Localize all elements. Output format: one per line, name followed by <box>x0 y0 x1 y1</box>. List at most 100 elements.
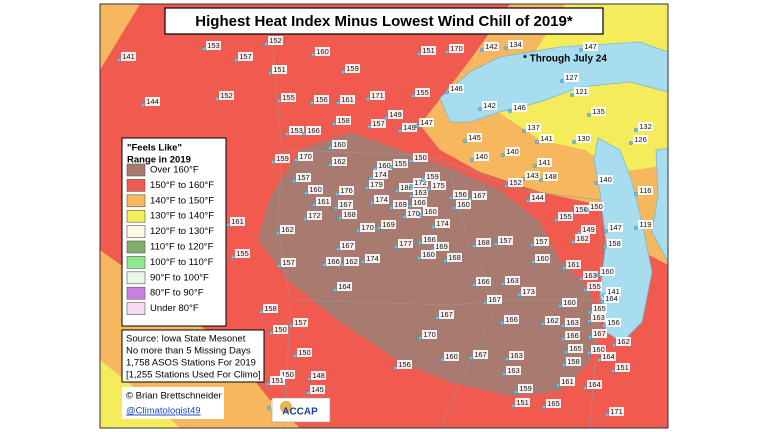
station-value: 168 <box>448 253 461 262</box>
station-label-bg <box>297 348 312 357</box>
station-label-bg <box>508 40 523 49</box>
station-value: 157 <box>535 237 548 246</box>
station-value: 151 <box>516 398 529 407</box>
station-dot <box>340 263 345 268</box>
legend-label: 130°F to 140°F <box>150 211 214 222</box>
station-dot <box>225 222 230 227</box>
station-value: 147 <box>609 223 622 232</box>
station-dot <box>505 357 510 362</box>
station-value: 166 <box>413 198 426 207</box>
legend-title: "Feels Like" <box>127 143 182 154</box>
station-value: 156 <box>607 318 620 327</box>
station-label-bg <box>444 352 459 361</box>
title-box <box>164 7 604 35</box>
station-value: 162 <box>345 257 358 266</box>
station-dot <box>409 183 414 188</box>
station-label-bg <box>476 277 491 286</box>
station-dot <box>602 324 607 329</box>
station-dot <box>421 177 426 182</box>
station-label-bg <box>344 257 359 266</box>
station-label-bg <box>467 133 482 142</box>
station-value: 163 <box>507 366 520 375</box>
station-label-bg <box>419 118 434 127</box>
station-dot <box>585 207 590 212</box>
station-label-bg <box>402 123 417 132</box>
station-label-bg <box>598 175 613 184</box>
station-label-bg <box>431 181 446 190</box>
station-label-bg <box>397 360 412 369</box>
station-label-bg <box>638 122 653 131</box>
station-label-bg <box>273 325 288 334</box>
station-label-bg <box>121 52 136 61</box>
station-label-bg <box>338 200 353 209</box>
station-label-bg <box>482 101 497 110</box>
zone-140-150 <box>100 4 140 70</box>
station-dot <box>508 108 513 113</box>
legend-label: 110°F to 120°F <box>150 242 214 253</box>
station-label-bg <box>268 36 283 45</box>
station-value: 167 <box>474 350 487 359</box>
station-label-bg <box>293 318 308 327</box>
station-value: 157 <box>239 52 252 61</box>
station-value: 150 <box>298 348 311 357</box>
station-value: 172 <box>414 178 427 187</box>
station-dot <box>494 241 499 246</box>
station-value: 163 <box>506 276 519 285</box>
station-value: 157 <box>297 173 310 182</box>
station-value: 158 <box>567 357 580 366</box>
handle: @Climatologist49 <box>126 406 201 417</box>
credit-box <box>122 387 224 419</box>
station-dot <box>370 200 375 205</box>
station-label-bg <box>600 267 615 276</box>
station-value: 155 <box>416 88 429 97</box>
station-label-bg <box>525 171 540 180</box>
station-value: 167 <box>341 241 354 250</box>
station-dot <box>443 259 448 264</box>
station-dot <box>409 193 414 198</box>
station-value: 121 <box>575 87 588 96</box>
station-value: 162 <box>546 316 559 325</box>
station-dot <box>395 188 400 193</box>
station-value: 137 <box>527 123 540 132</box>
station-dot <box>452 205 457 210</box>
station-dot <box>480 48 485 53</box>
station-value: 164 <box>602 352 615 361</box>
station-dot <box>276 230 281 235</box>
station-dot <box>417 52 422 57</box>
station-label-bg <box>566 357 581 366</box>
station-value: 156 <box>454 190 467 199</box>
station-value: 150 <box>590 202 603 211</box>
legend-swatch <box>126 286 146 300</box>
title: Highest Heat Index Minus Lowest Wind Chi… <box>195 13 573 30</box>
station-label-bg <box>592 304 607 313</box>
station-value: 148 <box>312 371 325 380</box>
station-dot <box>535 139 540 144</box>
station-value: 167 <box>488 295 501 304</box>
station-dot <box>328 162 333 167</box>
station-label-bg <box>565 318 580 327</box>
station-label-bg <box>575 234 590 243</box>
station-value: 160 <box>316 47 329 56</box>
station-dot <box>415 123 420 128</box>
station-value: 165 <box>569 344 582 353</box>
station-value: 161 <box>341 95 354 104</box>
station-dot <box>411 93 416 98</box>
station-dot <box>336 100 341 105</box>
station-value: 145 <box>311 385 324 394</box>
station-label-bg <box>337 282 352 291</box>
station-dot <box>604 228 609 233</box>
station-label-bg <box>280 225 295 234</box>
station-dot <box>408 203 413 208</box>
station-value: 141 <box>607 287 620 296</box>
station-label-bg <box>235 249 250 258</box>
station-value: 179 <box>370 180 383 189</box>
station-value: 166 <box>477 277 490 286</box>
legend-label: 150°F to 160°F <box>150 180 214 191</box>
station-label-bg <box>371 119 386 128</box>
station-dot <box>579 277 584 282</box>
footnote: * Through July 24 <box>523 54 607 65</box>
station-value: 172 <box>308 211 321 220</box>
credit: © Brian Brettschneider <box>126 391 222 402</box>
station-value: 166 <box>505 315 518 324</box>
